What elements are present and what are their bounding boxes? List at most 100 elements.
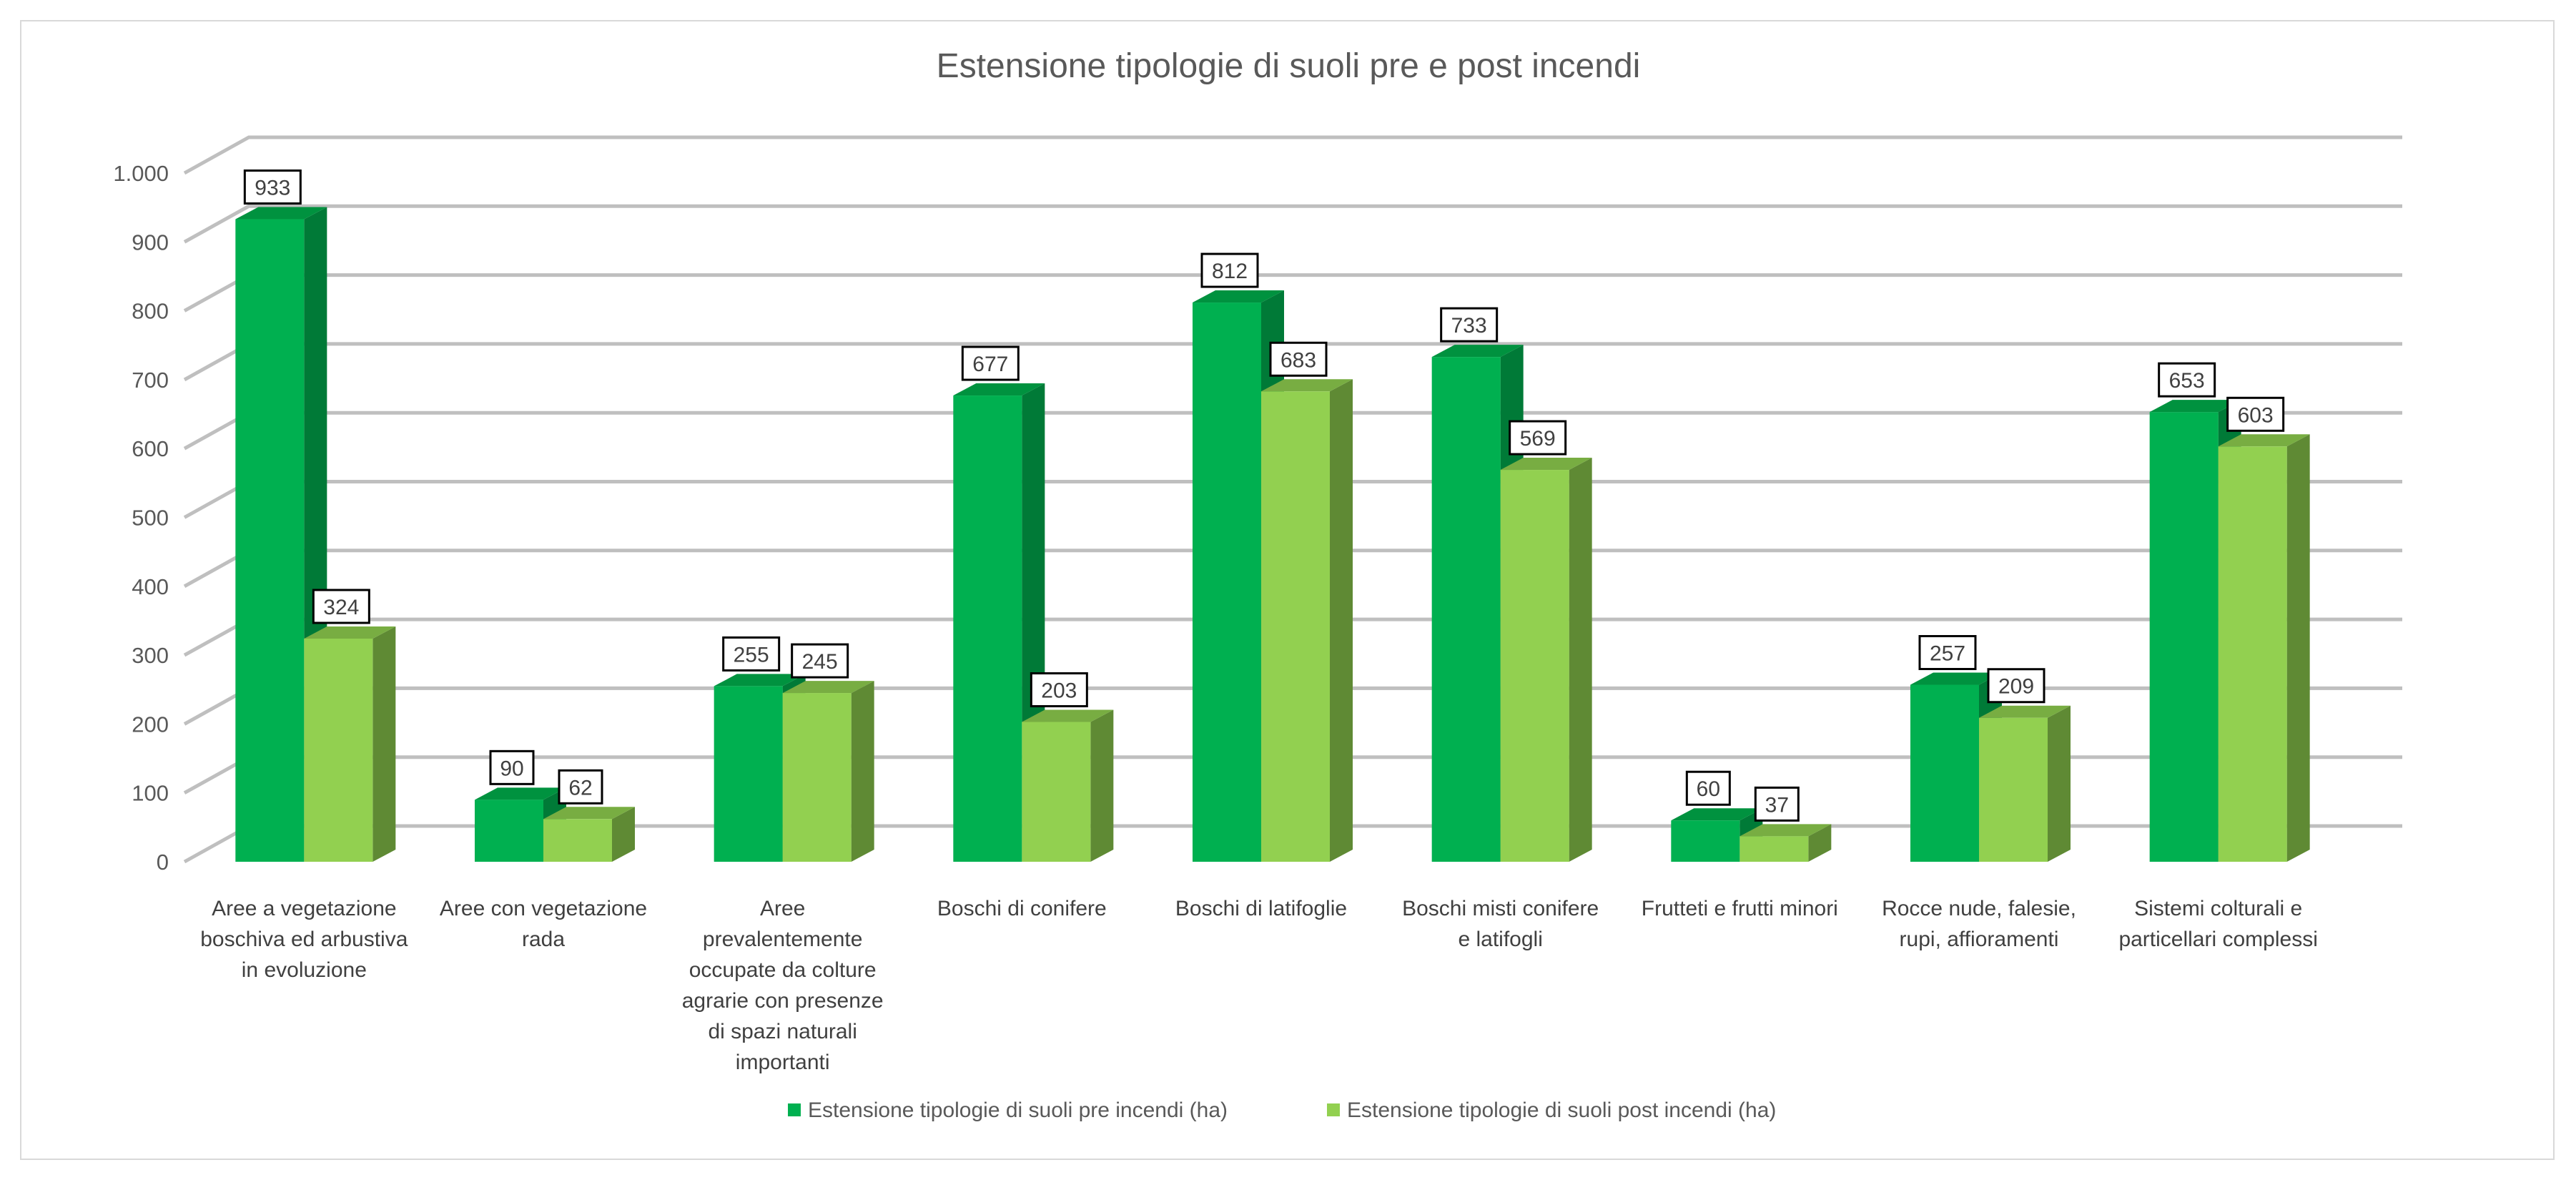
data-label: 812 <box>1200 252 1259 288</box>
category-label-line: e latifogli <box>1458 928 1542 951</box>
data-label-text: 653 <box>2169 369 2205 393</box>
bar-top <box>2218 434 2310 447</box>
data-label-box <box>312 589 370 624</box>
data-label: 603 <box>2226 396 2285 432</box>
bar-front <box>304 638 373 862</box>
bar-front <box>1500 470 1569 862</box>
bar-top <box>1261 379 1353 392</box>
bar <box>782 681 874 862</box>
legend-swatch <box>1327 1103 1340 1116</box>
bar-front <box>1671 820 1740 862</box>
data-label-box <box>1269 341 1328 377</box>
category-label-line: Frutteti e frutti minori <box>1642 897 1838 920</box>
bar-top <box>304 626 396 639</box>
data-label: 60 <box>1685 770 1731 806</box>
data-label-box <box>1918 635 1977 671</box>
bar <box>1022 709 1114 862</box>
data-label: 569 <box>1509 420 1567 456</box>
data-label-box <box>2226 396 2285 432</box>
data-label-text: 60 <box>1697 777 1720 801</box>
data-label: 733 <box>1440 307 1499 343</box>
bar <box>1500 458 1592 862</box>
data-label-text: 62 <box>568 776 592 800</box>
data-label-text: 677 <box>972 353 1008 376</box>
category-label-line: agrarie con presenze <box>682 989 884 1013</box>
data-label: 62 <box>558 769 603 805</box>
data-label: 933 <box>243 169 302 205</box>
bar-top <box>1910 672 2002 685</box>
bar <box>2218 434 2310 862</box>
bar-side <box>2048 705 2071 862</box>
bar-top <box>1671 808 1763 821</box>
bar-top <box>543 807 635 820</box>
bar-front <box>2218 446 2287 862</box>
data-label-box <box>1200 252 1259 288</box>
data-label-box <box>961 345 1020 381</box>
bar-front <box>2149 412 2219 862</box>
bar-front <box>235 219 305 862</box>
y-tick-label: 1.000 <box>113 161 169 186</box>
legend: Estensione tipologie di suoli pre incend… <box>788 1098 1776 1122</box>
data-label-text: 209 <box>1998 675 2034 699</box>
data-label: 90 <box>489 749 535 785</box>
y-tick-label: 500 <box>132 506 169 531</box>
bar-side <box>612 807 635 862</box>
bar-top <box>1193 290 1284 303</box>
y-tick-label: 100 <box>132 781 169 806</box>
bar-front <box>543 819 612 862</box>
bar-top <box>2149 400 2241 413</box>
category-label-line: Boschi misti conifere <box>1402 897 1599 920</box>
bar-side <box>1808 824 1832 862</box>
category-label: Sistemi colturali e particellari compless… <box>2118 897 2317 951</box>
data-label-text: 569 <box>1520 427 1556 451</box>
data-label: 255 <box>722 636 781 672</box>
y-tick-label: 300 <box>132 643 169 668</box>
data-labels: 933 324 90 62 255 245 677 203 812 683 733 569 60 37 25… <box>243 169 2285 822</box>
gridline <box>183 204 2402 244</box>
data-label-box <box>1987 668 2045 704</box>
bar-front <box>1022 722 1091 862</box>
bar-front <box>1431 357 1501 862</box>
category-label-line: Sistemi colturali e <box>2134 897 2302 920</box>
bar-top <box>1431 345 1524 358</box>
category-label-line: Rocce nude, falesie, <box>1882 897 2076 920</box>
category-label-line: Boschi di latifoglie <box>1175 897 1347 920</box>
legend-entry: Estensione tipologie di suoli pre incend… <box>788 1098 1228 1122</box>
bar-top <box>714 674 806 687</box>
y-tick-label: 600 <box>132 436 169 461</box>
y-tick-label: 800 <box>132 299 169 324</box>
category-label: Aree prevalentemente occupate da colture ag… <box>682 897 884 1074</box>
data-label-box <box>1754 786 1800 822</box>
bar <box>1739 824 1832 862</box>
bar-top <box>1500 458 1592 471</box>
bar-top <box>235 207 327 220</box>
legend-swatch <box>788 1103 801 1116</box>
bar-front <box>1193 303 1261 862</box>
data-label: 683 <box>1269 341 1328 377</box>
data-label-text: 245 <box>802 650 838 674</box>
data-label-box <box>791 643 849 679</box>
data-label: 677 <box>961 345 1020 381</box>
category-label-line: di spazi naturali <box>708 1020 857 1043</box>
bar-side <box>2286 434 2310 862</box>
y-tick-label: 400 <box>132 574 169 599</box>
category-label: Aree a vegetazione boschiva ed arbustiva i… <box>200 897 408 982</box>
data-label: 653 <box>2158 362 2216 398</box>
y-axis-tick-labels: 0 100 200 300 400 500 600 700 800 900 1.000 <box>113 161 169 875</box>
category-label-line: Aree a vegetazione <box>212 897 397 920</box>
legend-entry: Estensione tipologie di suoli post incen… <box>1327 1098 1776 1122</box>
category-label: Rocce nude, falesie, rupi, affioramenti <box>1882 897 2076 951</box>
data-label-text: 90 <box>500 757 523 780</box>
y-tick-label: 700 <box>132 368 169 393</box>
bar-top <box>475 787 566 800</box>
category-label: Boschi misti conifere e latifogli <box>1402 897 1599 951</box>
y-tick-label: 200 <box>132 712 169 737</box>
data-label-text: 203 <box>1041 679 1077 703</box>
bar <box>543 807 635 862</box>
data-label-text: 683 <box>1280 348 1316 372</box>
data-label: 257 <box>1918 635 1977 671</box>
bar-front <box>1979 717 2048 862</box>
y-tick-label: 900 <box>132 230 169 255</box>
data-label: 324 <box>312 589 370 624</box>
chart-title: Estensione tipologie di suoli pre e post… <box>937 47 1641 85</box>
